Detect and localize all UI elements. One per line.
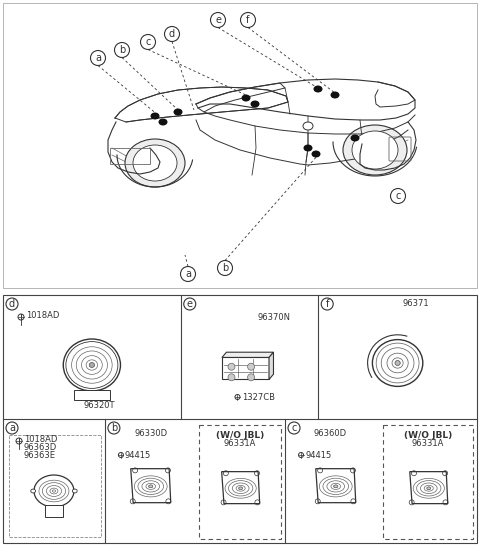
Circle shape bbox=[184, 298, 196, 310]
Ellipse shape bbox=[350, 135, 360, 142]
Text: 96371: 96371 bbox=[403, 300, 429, 309]
Polygon shape bbox=[316, 469, 356, 503]
Ellipse shape bbox=[89, 363, 95, 368]
Circle shape bbox=[141, 34, 156, 49]
Text: c: c bbox=[396, 191, 401, 201]
Text: a: a bbox=[95, 53, 101, 63]
Text: d: d bbox=[169, 29, 175, 39]
Bar bbox=[110, 148, 150, 164]
Ellipse shape bbox=[251, 101, 260, 108]
Polygon shape bbox=[410, 472, 448, 504]
Text: 1327CB: 1327CB bbox=[242, 393, 276, 401]
Circle shape bbox=[6, 298, 18, 310]
Text: 96330D: 96330D bbox=[135, 428, 168, 438]
Ellipse shape bbox=[149, 485, 153, 488]
FancyBboxPatch shape bbox=[73, 389, 110, 400]
Ellipse shape bbox=[427, 487, 431, 490]
Text: 94415: 94415 bbox=[125, 451, 151, 459]
Circle shape bbox=[391, 189, 406, 203]
Ellipse shape bbox=[372, 340, 423, 386]
Text: e: e bbox=[215, 15, 221, 25]
Text: a: a bbox=[185, 269, 191, 279]
Text: a: a bbox=[9, 423, 15, 433]
Text: c: c bbox=[291, 423, 297, 433]
Ellipse shape bbox=[241, 95, 251, 102]
Text: (W/O JBL): (W/O JBL) bbox=[216, 430, 264, 439]
Text: f: f bbox=[325, 299, 329, 309]
Circle shape bbox=[6, 422, 18, 434]
Polygon shape bbox=[222, 352, 274, 358]
Bar bbox=[383, 425, 473, 539]
Ellipse shape bbox=[72, 489, 77, 493]
Circle shape bbox=[248, 374, 254, 381]
Ellipse shape bbox=[133, 145, 177, 181]
Circle shape bbox=[180, 266, 195, 282]
Circle shape bbox=[248, 363, 254, 370]
Circle shape bbox=[321, 298, 333, 310]
FancyBboxPatch shape bbox=[45, 505, 63, 517]
Text: b: b bbox=[119, 45, 125, 55]
Ellipse shape bbox=[303, 144, 312, 152]
Ellipse shape bbox=[151, 113, 159, 119]
Ellipse shape bbox=[334, 485, 338, 488]
Text: 96360D: 96360D bbox=[313, 428, 346, 438]
Text: 96370N: 96370N bbox=[257, 312, 290, 322]
Ellipse shape bbox=[343, 125, 407, 175]
Polygon shape bbox=[131, 469, 171, 503]
Text: c: c bbox=[145, 37, 151, 47]
Ellipse shape bbox=[352, 131, 398, 169]
Circle shape bbox=[228, 363, 235, 370]
Ellipse shape bbox=[312, 150, 321, 158]
Text: 96331A: 96331A bbox=[224, 439, 256, 449]
Ellipse shape bbox=[313, 85, 323, 92]
Ellipse shape bbox=[173, 108, 182, 115]
Bar bbox=[199, 425, 281, 539]
Ellipse shape bbox=[31, 489, 36, 493]
Ellipse shape bbox=[63, 339, 120, 391]
Bar bbox=[3, 3, 477, 288]
Ellipse shape bbox=[239, 487, 242, 490]
Circle shape bbox=[91, 50, 106, 66]
Text: 96363D: 96363D bbox=[24, 444, 57, 452]
Text: 1018AD: 1018AD bbox=[24, 434, 58, 444]
Text: 1018AD: 1018AD bbox=[26, 311, 60, 319]
Ellipse shape bbox=[303, 122, 313, 130]
Text: b: b bbox=[111, 423, 117, 433]
Text: f: f bbox=[246, 15, 250, 25]
Text: b: b bbox=[222, 263, 228, 273]
Text: e: e bbox=[187, 299, 193, 309]
Text: 94415: 94415 bbox=[305, 451, 331, 459]
Circle shape bbox=[108, 422, 120, 434]
Polygon shape bbox=[269, 352, 274, 380]
Text: 96331A: 96331A bbox=[412, 439, 444, 449]
Text: 96363E: 96363E bbox=[24, 451, 56, 461]
Text: d: d bbox=[9, 299, 15, 309]
Circle shape bbox=[165, 26, 180, 42]
Circle shape bbox=[228, 374, 235, 381]
Ellipse shape bbox=[125, 139, 185, 187]
Bar bbox=[3, 295, 477, 543]
Ellipse shape bbox=[158, 119, 168, 125]
Polygon shape bbox=[222, 472, 260, 504]
Text: (W/O JBL): (W/O JBL) bbox=[404, 430, 452, 439]
Ellipse shape bbox=[331, 91, 339, 98]
Polygon shape bbox=[222, 358, 269, 380]
Ellipse shape bbox=[395, 360, 400, 365]
Bar bbox=[9, 435, 101, 537]
Circle shape bbox=[240, 13, 255, 27]
Circle shape bbox=[211, 13, 226, 27]
Circle shape bbox=[288, 422, 300, 434]
Text: 96320T: 96320T bbox=[84, 400, 115, 410]
Ellipse shape bbox=[34, 475, 74, 507]
Circle shape bbox=[115, 43, 130, 57]
Circle shape bbox=[217, 260, 232, 276]
